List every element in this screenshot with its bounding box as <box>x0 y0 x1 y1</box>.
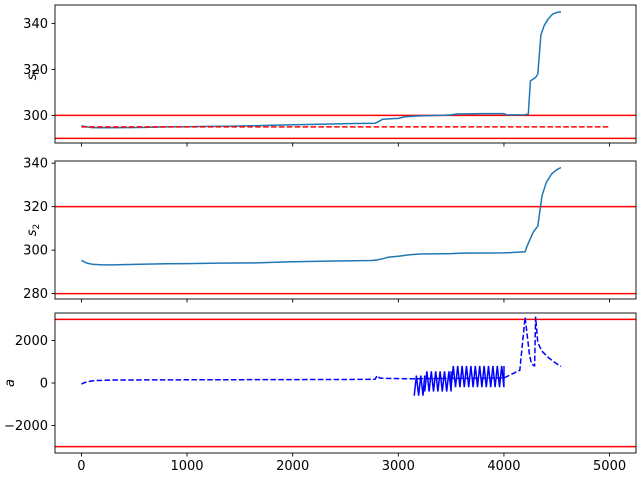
y-tick-label: 300 <box>23 109 48 124</box>
panel-a-ylabel: a <box>3 379 18 387</box>
series-line-0 <box>81 166 562 266</box>
y-tick-label: 0 <box>40 377 48 392</box>
panel-s1-frame <box>54 4 637 144</box>
y-tick-label: 320 <box>23 63 48 78</box>
series-line-0 <box>81 316 562 385</box>
y-tick-label: 320 <box>23 200 48 215</box>
oscillation-band-0 <box>413 375 426 396</box>
panel-s2-x-ticks <box>80 299 611 303</box>
panel-s2-frame <box>54 160 637 300</box>
y-tick-label: 2000 <box>15 334 48 349</box>
oscillation-band-1 <box>423 371 452 392</box>
panel-a-y-ticks: −2000 0 2000 <box>4 334 55 434</box>
panel-s1: 300 320 340 s1 <box>23 4 637 147</box>
panel-s1-x-ticks <box>80 143 611 147</box>
x-tick-label: 0 <box>77 459 85 474</box>
panel-a: −2000 0 2000 0 1000 2000 3000 4000 5000 a <box>3 312 637 474</box>
x-tick-label: 2000 <box>276 459 309 474</box>
y-tick-label: −2000 <box>4 419 48 434</box>
series-line-0 <box>81 11 562 129</box>
x-tick-label: 5000 <box>593 459 626 474</box>
x-tick-label: 4000 <box>487 459 520 474</box>
y-tick-label: 340 <box>23 157 48 172</box>
panel-s1-y-ticks: 300 320 340 <box>23 17 55 124</box>
y-tick-label: 340 <box>23 17 48 32</box>
panel-a-plot-area <box>55 316 636 448</box>
panel-s2-y-ticks: 280 300 320 340 <box>23 157 55 302</box>
panel-s2-plot-area <box>55 166 636 295</box>
panel-s2: 280 300 320 340 s2 <box>23 157 637 303</box>
panel-s1-ylabel: s1 <box>25 68 42 81</box>
panel-a-x-ticks: 0 1000 2000 3000 4000 5000 <box>77 453 626 474</box>
y-tick-label: 280 <box>23 287 48 302</box>
oscillation-band-2 <box>450 365 505 388</box>
x-tick-label: 3000 <box>382 459 415 474</box>
x-tick-label: 1000 <box>170 459 203 474</box>
panel-s1-plot-area <box>55 11 636 140</box>
y-tick-label: 300 <box>23 244 48 259</box>
panel-s2-ylabel: s2 <box>25 224 42 237</box>
